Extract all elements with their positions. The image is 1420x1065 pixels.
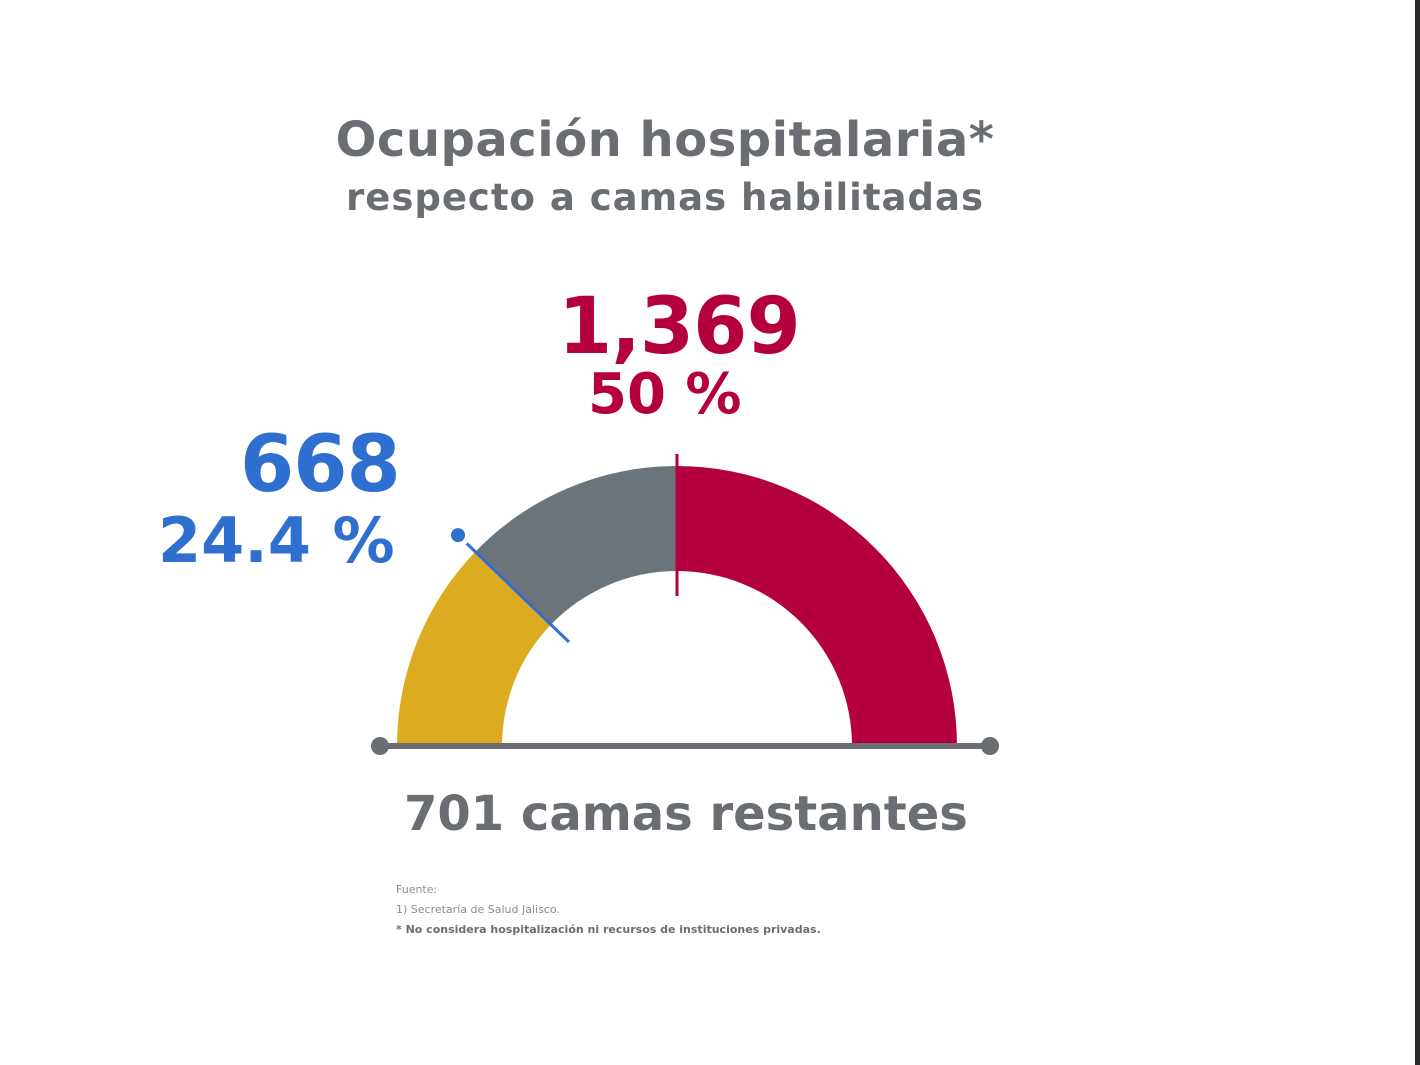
source-label: Fuente: xyxy=(396,883,438,896)
baseline-right-dot xyxy=(981,737,999,755)
covid-beds-percent: 24.4 % xyxy=(158,504,395,577)
baseline-left-dot xyxy=(371,737,389,755)
remaining-beds-label: 701 camas restantes xyxy=(404,786,968,842)
blue-marker-dot xyxy=(451,528,466,543)
gauge-segments xyxy=(397,466,957,746)
yellow-segment xyxy=(397,551,551,746)
chart-title: Ocupación hospitalaria* xyxy=(335,112,995,168)
covid-beds-value: 668 xyxy=(240,420,401,510)
disclaimer-text: * No considera hospitalización ni recurs… xyxy=(396,923,821,936)
chart-subtitle: respecto a camas habilitadas xyxy=(345,176,984,219)
right-edge-border xyxy=(1415,0,1420,1065)
gray-segment xyxy=(475,466,677,625)
occupied-beds-percent: 50 % xyxy=(588,362,742,427)
blue-marker-line xyxy=(465,542,570,644)
occupied-beds-value: 1,369 xyxy=(558,282,801,372)
red-segment xyxy=(677,466,957,746)
source-text: 1) Secretaría de Salud Jalisco. xyxy=(396,903,560,916)
gauge-markers xyxy=(451,454,679,644)
footnotes: Fuente: 1) Secretaría de Salud Jalisco. … xyxy=(396,880,821,940)
